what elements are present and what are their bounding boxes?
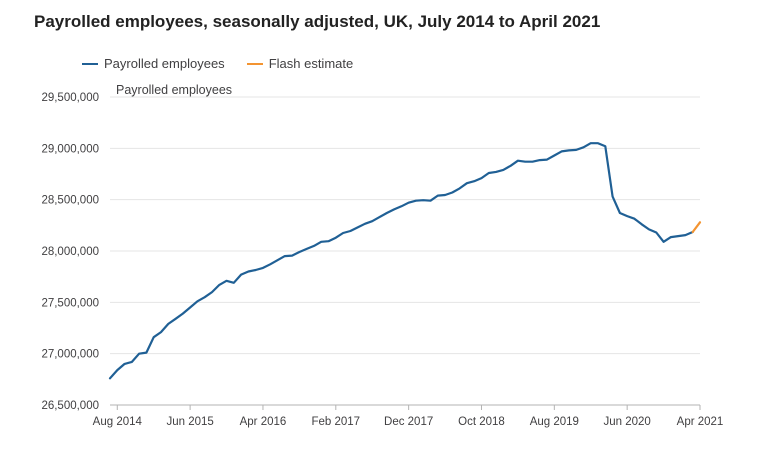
legend: Payrolled employees Flash estimate <box>82 56 375 71</box>
series-lines <box>108 142 702 380</box>
legend-label-payrolled: Payrolled employees <box>104 56 225 71</box>
x-axis-ticks: Aug 2014 Jun 2015 Apr 2016 Feb 2017 Dec 2017… <box>93 405 724 428</box>
x-tick-label: Feb 2017 <box>311 416 360 428</box>
y-tick-label: 29,500,000 <box>41 92 99 104</box>
chart-title: Payrolled employees, seasonally adjusted… <box>34 12 601 31</box>
gridlines <box>110 96 700 406</box>
x-tick-label: Dec 2017 <box>384 416 433 428</box>
x-tick-label: Apr 2016 <box>240 416 287 428</box>
legend-swatch-flash <box>246 62 263 65</box>
x-tick-label: Aug 2019 <box>530 416 579 428</box>
y-tick-label: 28,000,000 <box>41 246 99 258</box>
y-tick-label: 28,500,000 <box>41 195 99 207</box>
x-tick-label: Aug 2014 <box>93 416 143 428</box>
y-tick-label: 27,000,000 <box>41 349 99 361</box>
legend-item-flash[interactable]: Flash estimate <box>246 56 354 71</box>
y-tick-label: 27,500,000 <box>41 297 99 309</box>
series-line-flash-estimate[interactable] <box>691 221 702 234</box>
y-axis-label: Payrolled employees <box>116 83 232 97</box>
x-tick-label: Jun 2020 <box>603 416 650 428</box>
x-tick-label: Jun 2015 <box>166 416 213 428</box>
y-tick-label: 26,500,000 <box>41 400 99 412</box>
y-axis-ticks: 26,500,000 27,000,000 27,500,000 28,000,000… <box>41 92 99 412</box>
legend-label-flash: Flash estimate <box>268 56 354 71</box>
legend-swatch-payrolled <box>82 62 98 65</box>
x-tick-label: Oct 2018 <box>458 416 505 428</box>
y-tick-label: 29,000,000 <box>41 143 99 155</box>
legend-item-payrolled[interactable]: Payrolled employees <box>82 56 225 71</box>
x-tick-label: Apr 2021 <box>677 416 724 428</box>
series-line-payrolled-employees[interactable] <box>108 142 694 380</box>
